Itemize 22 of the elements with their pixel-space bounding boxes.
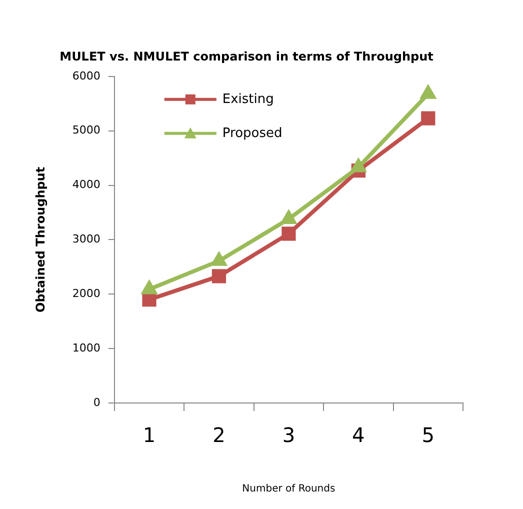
point — [212, 269, 226, 284]
x-tick-label: 4 — [352, 423, 365, 448]
y-tick-label: 1000 — [72, 341, 100, 354]
y-tick-label: 2000 — [72, 286, 100, 300]
x-axis-title: Number of Rounds — [242, 484, 336, 495]
legend-label: Proposed — [222, 126, 282, 141]
y-tick-label: 4000 — [72, 178, 100, 192]
legend-label: Existing — [222, 92, 274, 107]
x-tick-label: 3 — [282, 423, 296, 448]
x-tick-label: 2 — [212, 423, 226, 448]
y-tick-label: 0 — [93, 396, 100, 409]
y-axis-title: Obtained Throughput — [33, 166, 48, 313]
point — [419, 84, 437, 99]
x-tick-label: 5 — [422, 423, 435, 448]
y-tick-label: 6000 — [72, 69, 100, 82]
point — [350, 157, 368, 172]
point — [282, 226, 296, 241]
y-tick-label: 5000 — [72, 124, 100, 137]
y-tick-label: 3000 — [72, 232, 100, 246]
chart-title: MULET vs. NMULET comparison in terms of Throughput — [60, 49, 434, 64]
point — [280, 209, 298, 224]
x-tick-label: 1 — [142, 423, 156, 448]
